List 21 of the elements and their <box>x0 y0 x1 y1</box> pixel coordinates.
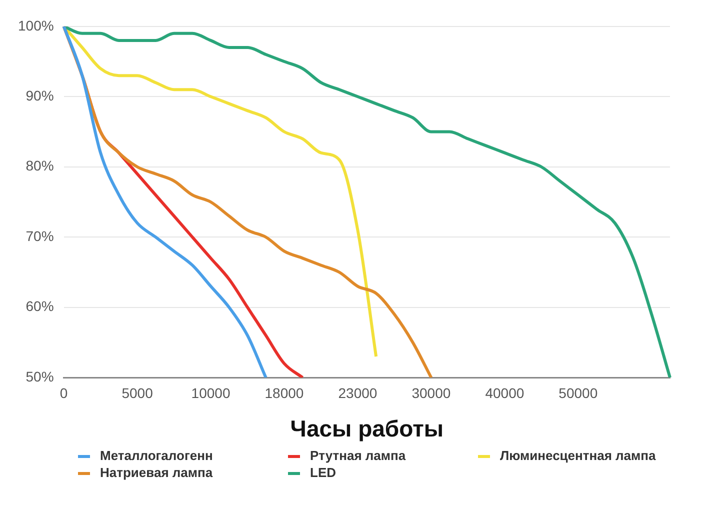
x-tick-label: 0 <box>60 384 68 401</box>
x-tick-label: 30000 <box>412 384 451 401</box>
line-series <box>62 26 268 378</box>
x-axis-title: Часы работы <box>290 416 444 442</box>
x-tick-label: 5000 <box>122 384 154 401</box>
x-tick-label: 23000 <box>338 384 378 401</box>
y-tick-label: 50% <box>26 368 54 384</box>
x-tick-label: 40000 <box>485 384 524 401</box>
x-tick-label: 10000 <box>191 384 230 401</box>
x-tick-label: 50000 <box>558 384 598 401</box>
x-tick-label: 18000 <box>264 384 304 401</box>
y-tick-label: 90% <box>26 88 54 104</box>
legend-label: Ртутная лампа <box>310 448 406 463</box>
y-tick-label: 100% <box>18 17 54 34</box>
legend-label: Люминесцентная лампа <box>500 448 656 463</box>
y-tick-label: 70% <box>26 228 54 244</box>
legend-label: Металлогалогенн <box>100 448 213 463</box>
legend-label: Натриевая лампа <box>100 465 213 480</box>
y-tick-label: 60% <box>26 298 54 314</box>
legend-label: LED <box>310 465 336 480</box>
y-tick-label: 80% <box>26 158 54 174</box>
